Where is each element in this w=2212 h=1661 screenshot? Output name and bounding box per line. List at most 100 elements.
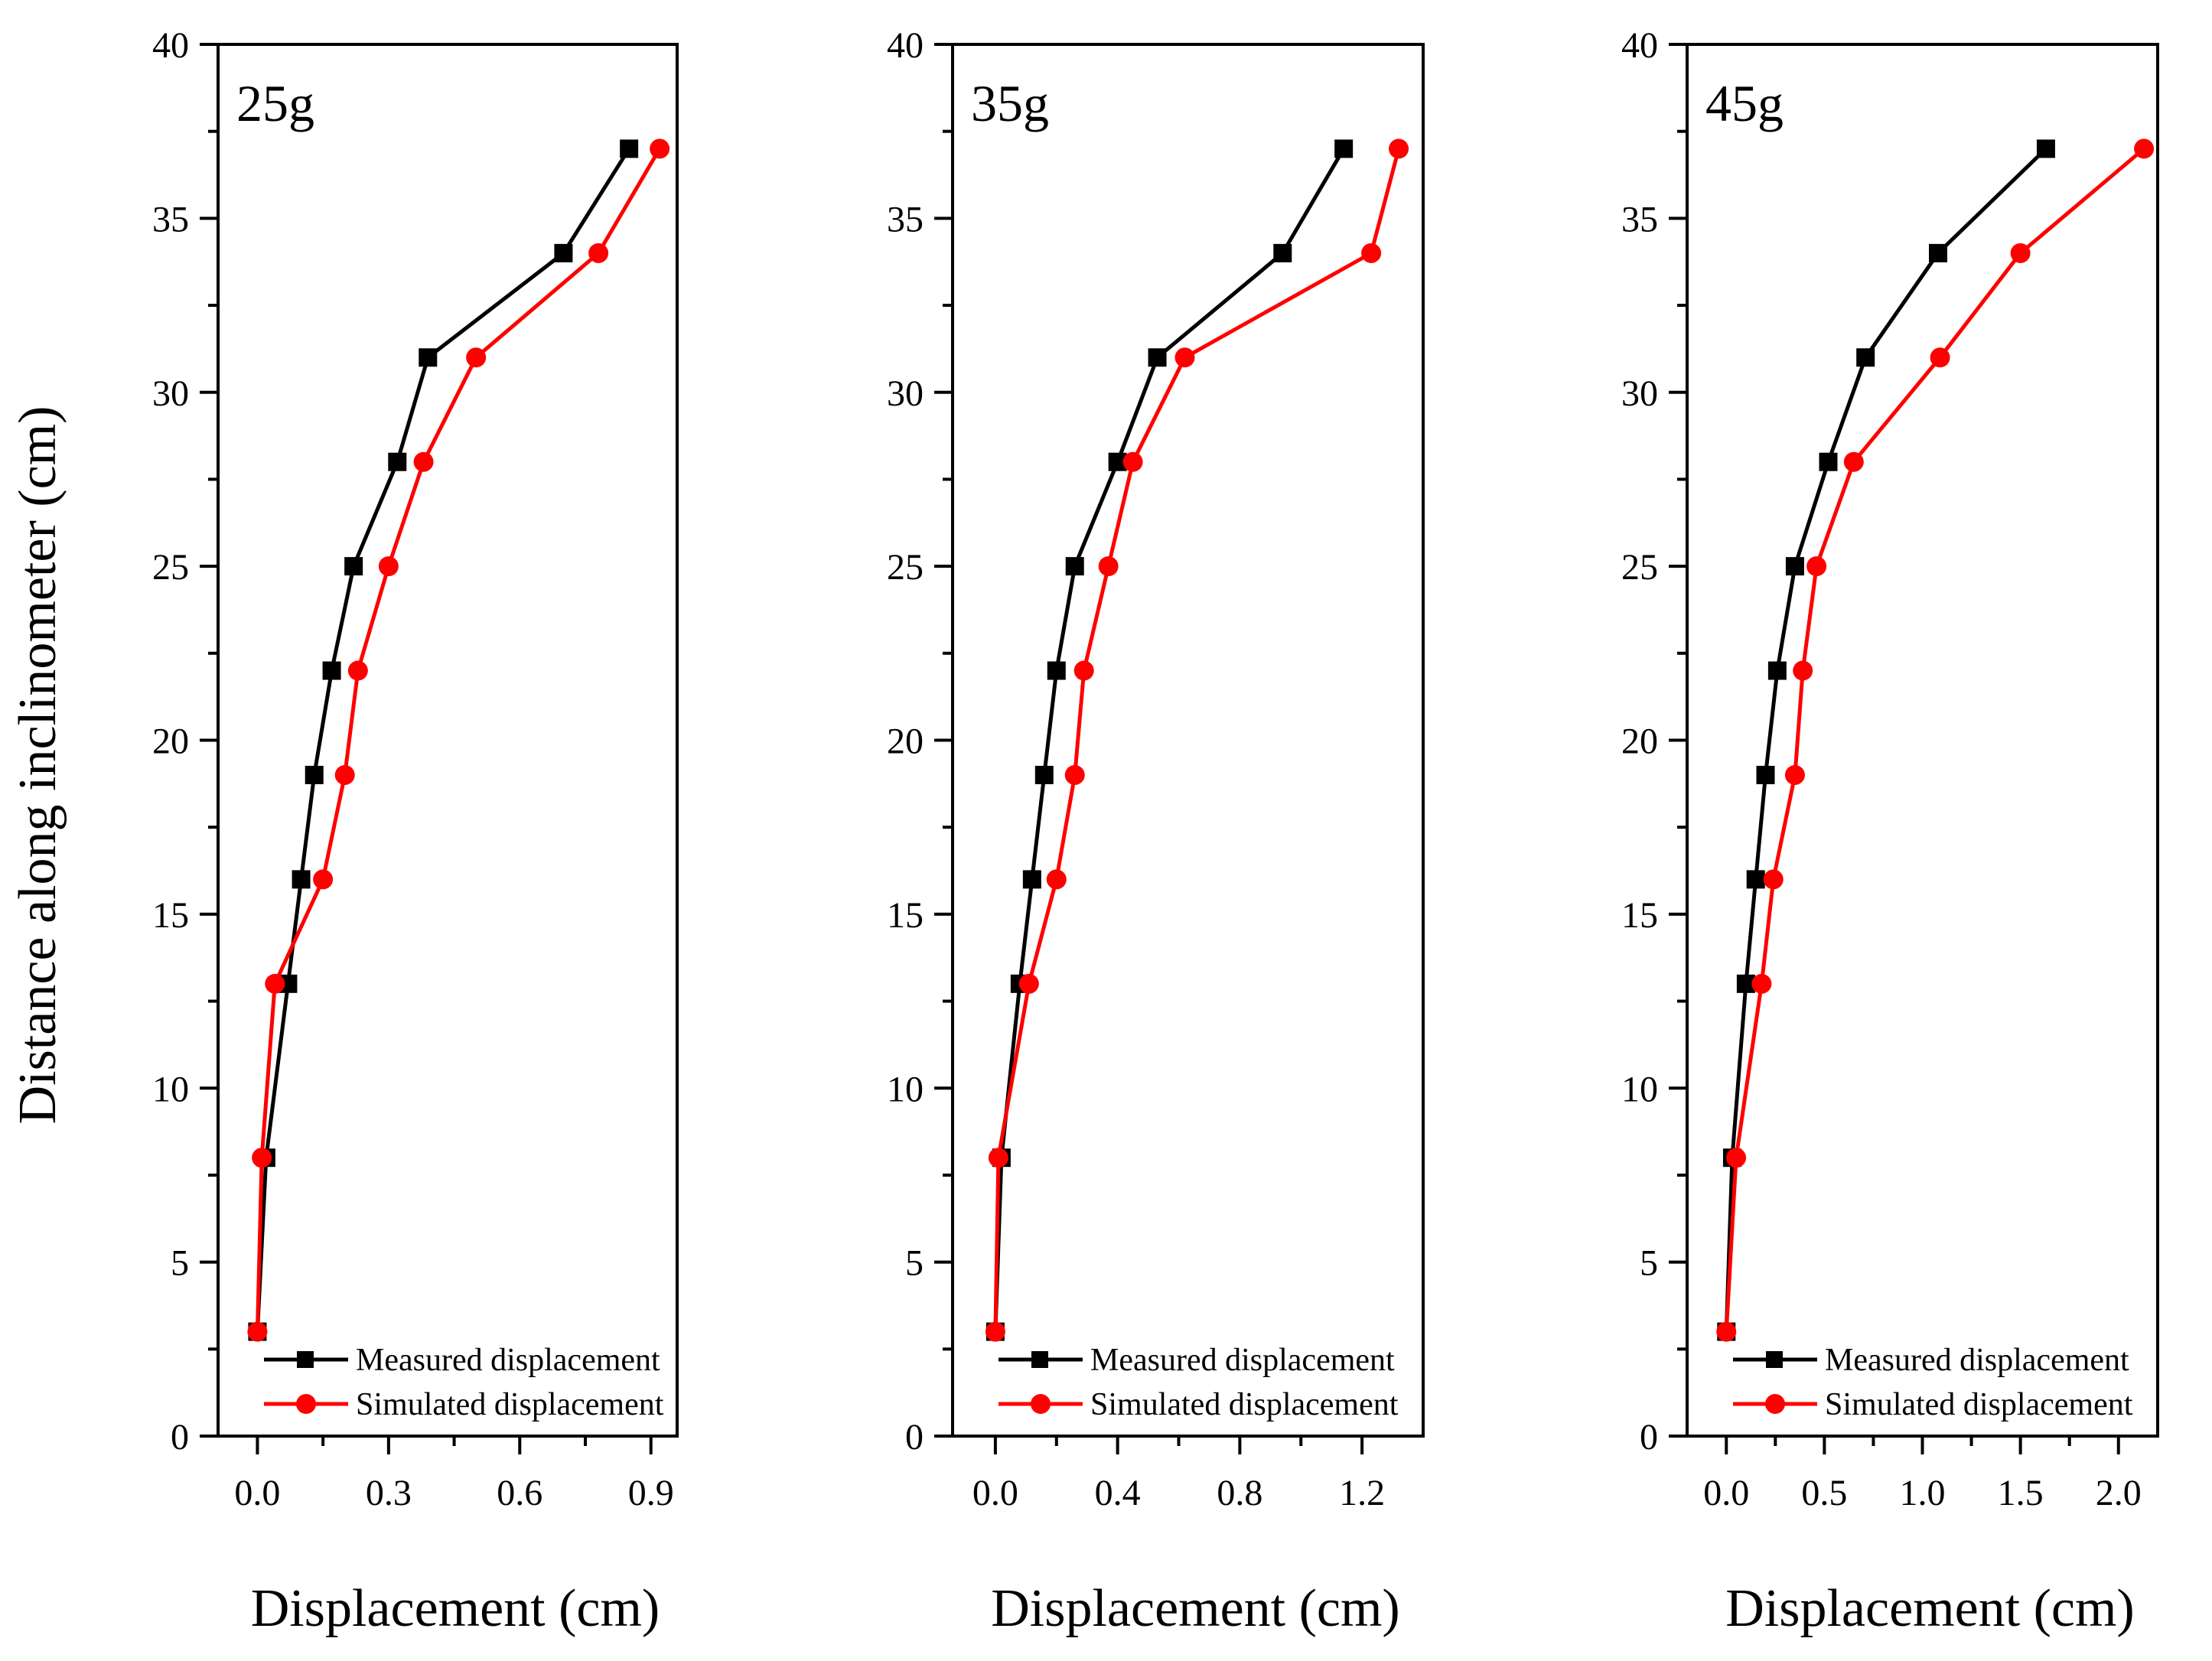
legend-label: Measured displacement — [356, 1343, 660, 1378]
y-tick-label: 35 — [1621, 199, 1658, 239]
data-point-simulated — [413, 451, 434, 472]
y-tick-label: 15 — [152, 895, 189, 936]
x-tick-label: 1.5 — [1998, 1473, 2044, 1513]
data-point-simulated — [247, 1321, 268, 1342]
legend-item-simulated: Simulated displacement — [264, 1387, 664, 1422]
data-point-simulated — [1174, 347, 1195, 368]
data-point-measured — [322, 661, 341, 680]
x-tick-label: 0.0 — [234, 1473, 280, 1513]
x-tick-label: 0.6 — [497, 1473, 542, 1513]
y-tick-label: 10 — [152, 1069, 189, 1109]
y-tick-label: 20 — [152, 721, 189, 762]
data-point-measured — [1756, 765, 1775, 784]
x-tick-label: 1.0 — [1900, 1473, 1946, 1513]
y-tick-label: 10 — [887, 1069, 924, 1109]
data-point-measured — [305, 765, 324, 784]
data-point-measured — [1065, 557, 1084, 576]
data-point-measured — [388, 452, 407, 471]
y-tick-label: 0 — [905, 1417, 924, 1457]
chart-panel-35g: 0 5 10 15 20 25 30 35 40 0.0 0.4 0.8 1.2 Displacement… — [887, 25, 1425, 1638]
legend-label: Simulated displacement — [1825, 1387, 2133, 1422]
y-tick-label: 20 — [887, 721, 924, 762]
data-point-simulated — [2010, 243, 2031, 263]
data-point-simulated — [1784, 764, 1805, 785]
data-point-simulated — [1726, 1148, 1747, 1168]
panel-label: 25g — [236, 74, 314, 132]
plot-frame — [1686, 43, 2159, 1438]
data-point-simulated — [1018, 973, 1039, 994]
x-axis-title: Displacement (cm) — [991, 1579, 1400, 1638]
panel-label: 35g — [971, 74, 1049, 132]
data-point-measured — [1856, 348, 1875, 367]
y-tick-label: 25 — [152, 547, 189, 588]
data-point-measured — [419, 348, 438, 367]
chart-panel-45g: 0 5 10 15 20 25 30 35 40 0.0 0.5 1.0 1.5 2.0 Displacem… — [1621, 25, 2159, 1638]
legend-label: Simulated displacement — [356, 1387, 664, 1422]
x-axis-title: Displacement (cm) — [251, 1579, 660, 1638]
series-line-simulated — [255, 148, 662, 1332]
data-point-simulated — [1046, 869, 1067, 890]
data-point-simulated — [466, 347, 487, 368]
series-line-measured — [255, 148, 631, 1332]
y-tick-label: 15 — [1621, 895, 1658, 936]
data-point-measured — [1767, 661, 1787, 680]
y-tick-label: 40 — [1621, 25, 1658, 66]
y-tick-label: 0 — [171, 1417, 189, 1457]
data-point-measured — [292, 870, 311, 889]
y-tick-label: 25 — [887, 547, 924, 588]
x-tick-label: 0.5 — [1801, 1473, 1847, 1513]
y-tick-label: 5 — [905, 1243, 924, 1284]
data-point-simulated — [1930, 347, 1950, 368]
data-point-measured — [554, 243, 573, 262]
data-point-measured — [344, 557, 363, 576]
y-tick-label: 5 — [1640, 1243, 1658, 1284]
legend-item-simulated: Simulated displacement — [1733, 1387, 2133, 1422]
y-tick-label: 30 — [887, 373, 924, 414]
y-tick-label: 35 — [887, 199, 924, 239]
legend-marker-square — [1766, 1351, 1783, 1368]
y-tick-label: 5 — [171, 1243, 189, 1284]
legend-marker-square — [1031, 1351, 1048, 1368]
y-tick-label: 25 — [1621, 547, 1658, 588]
y-tick-label: 35 — [152, 199, 189, 239]
y-tick-label: 10 — [1621, 1069, 1658, 1109]
data-point-measured — [1034, 765, 1054, 784]
data-point-measured — [1819, 452, 1838, 471]
data-point-simulated — [1793, 660, 1813, 681]
data-point-simulated — [347, 660, 368, 681]
data-point-measured — [1929, 243, 1947, 262]
data-point-simulated — [1763, 869, 1784, 890]
legend-marker-circle — [1031, 1394, 1051, 1414]
data-point-simulated — [265, 973, 285, 994]
data-point-measured — [1273, 243, 1292, 262]
panel-label: 45g — [1705, 74, 1784, 132]
x-axis-title: Displacement (cm) — [1725, 1579, 2135, 1638]
data-point-measured — [1334, 139, 1354, 158]
x-tick-label: 0.4 — [1095, 1473, 1141, 1513]
series-line-simulated — [1724, 147, 2145, 1332]
data-point-simulated — [988, 1148, 1008, 1168]
legend-item-measured: Measured displacement — [998, 1343, 1395, 1378]
data-point-simulated — [1064, 764, 1085, 785]
data-point-simulated — [650, 138, 670, 159]
legend-item-measured: Measured displacement — [1733, 1343, 2129, 1378]
x-tick-label: 0.0 — [1703, 1473, 1749, 1513]
x-tick-label: 0.0 — [972, 1473, 1018, 1513]
data-point-measured — [1785, 557, 1804, 576]
y-tick-label: 40 — [152, 25, 189, 66]
data-point-simulated — [334, 764, 355, 785]
series-line-measured — [993, 148, 1346, 1332]
data-point-simulated — [985, 1321, 1005, 1342]
legend-label: Measured displacement — [1825, 1343, 2129, 1378]
data-point-measured — [1047, 661, 1066, 680]
data-point-simulated — [1716, 1321, 1737, 1342]
data-point-measured — [620, 139, 639, 158]
data-point-simulated — [1843, 451, 1864, 472]
data-point-simulated — [252, 1148, 272, 1168]
y-tick-label: 20 — [1621, 721, 1658, 762]
data-point-simulated — [1751, 973, 1772, 994]
y-tick-label: 30 — [1621, 373, 1658, 414]
legend-item-simulated: Simulated displacement — [998, 1387, 1399, 1422]
data-point-simulated — [378, 556, 399, 577]
legend-marker-circle — [1765, 1394, 1785, 1414]
